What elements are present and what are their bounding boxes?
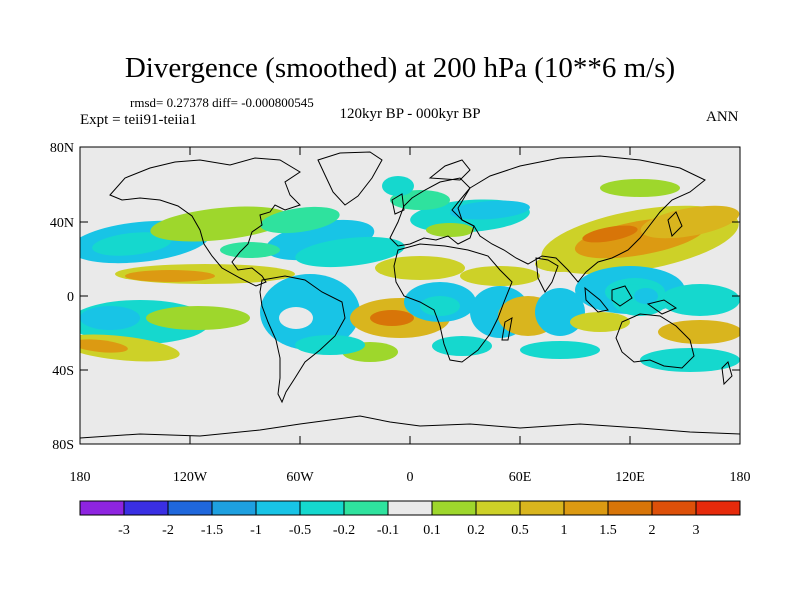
anomaly-region bbox=[370, 310, 414, 326]
anomaly-region bbox=[426, 223, 474, 237]
y-tick-label: 80S bbox=[52, 438, 74, 453]
x-tick-label: 180 bbox=[70, 470, 91, 485]
colorbar-label: -1 bbox=[250, 523, 262, 538]
coast-india bbox=[535, 257, 559, 293]
coast-greenland bbox=[317, 151, 383, 206]
colorbar-swatch bbox=[519, 500, 565, 516]
y-tick-label: 40N bbox=[50, 216, 74, 231]
coast-africa bbox=[393, 243, 513, 363]
anomaly-region bbox=[146, 306, 250, 330]
anomaly-region bbox=[520, 341, 600, 359]
coast-asia bbox=[457, 155, 706, 283]
stats-label: rmsd= 0.27378 diff= -0.000800545 bbox=[130, 95, 314, 110]
colorbar: -3 -2 -1.5 -1 -0.5 -0.2 -0.1 0.1 0.2 0.5 1 1.5 2 3 bbox=[79, 500, 741, 538]
coast-europe bbox=[389, 177, 475, 247]
anomaly-region bbox=[260, 206, 340, 234]
colorbar-label: 0.1 bbox=[423, 523, 441, 538]
coast-australia bbox=[615, 313, 695, 369]
coast-japan bbox=[667, 211, 683, 237]
anomaly-region bbox=[92, 232, 172, 256]
x-tick-label: 60W bbox=[286, 470, 314, 485]
x-tick-label: 0 bbox=[407, 470, 414, 485]
colorbar-label: -0.5 bbox=[289, 523, 311, 538]
colorbar-swatch bbox=[167, 500, 213, 516]
coast-scandinavia bbox=[428, 159, 471, 181]
coast-madagascar bbox=[501, 317, 513, 341]
coast-north-america bbox=[109, 157, 301, 287]
colorbar-swatch bbox=[343, 500, 389, 516]
anomaly-region bbox=[375, 256, 465, 280]
anomaly-region bbox=[220, 242, 280, 258]
coastlines bbox=[80, 151, 740, 439]
colorbar-label: 3 bbox=[693, 523, 700, 538]
coast-new-zealand bbox=[721, 361, 733, 386]
coast-south-america bbox=[259, 275, 346, 404]
anomaly-region bbox=[600, 179, 680, 197]
season-label: ANN bbox=[706, 109, 739, 125]
y-tick-label: 80N bbox=[50, 141, 74, 156]
x-tick-label: 120W bbox=[173, 470, 208, 485]
anomaly-region bbox=[295, 236, 405, 268]
colorbar-swatch bbox=[123, 500, 169, 516]
coast-british-isles bbox=[391, 193, 405, 215]
latitude-axis: 80N 40N 0 40S 80S bbox=[50, 141, 740, 453]
experiment-label: Expt = teii91-teiia1 bbox=[80, 112, 197, 128]
colorbar-label: -2 bbox=[162, 523, 174, 538]
x-tick-label: 60E bbox=[509, 470, 532, 485]
anomaly-region bbox=[460, 266, 540, 286]
colorbar-swatch bbox=[387, 500, 433, 516]
colorbar-swatch bbox=[79, 500, 125, 516]
anomaly-region bbox=[582, 225, 638, 243]
colorbar-swatch bbox=[475, 500, 521, 516]
anomaly-region bbox=[658, 320, 740, 344]
colorbar-label: 1.5 bbox=[599, 523, 617, 538]
anomaly-region bbox=[80, 306, 140, 330]
anomaly-region bbox=[279, 307, 313, 329]
colorbar-swatch bbox=[695, 500, 741, 516]
coast-antarctica bbox=[80, 415, 740, 439]
anomaly-region bbox=[450, 200, 530, 220]
colorbar-label: -3 bbox=[118, 523, 130, 538]
anomaly-region bbox=[660, 284, 740, 316]
anomaly-region bbox=[295, 335, 365, 355]
colorbar-label: 0.2 bbox=[467, 523, 485, 538]
colorbar-swatch bbox=[255, 500, 301, 516]
coast-borneo bbox=[611, 285, 633, 307]
anomaly-region bbox=[432, 336, 492, 356]
coast-sumatra bbox=[584, 286, 609, 313]
plot-title: Divergence (smoothed) at 200 hPa (10**6 … bbox=[124, 52, 676, 84]
colorbar-label: 2 bbox=[649, 523, 656, 538]
anomaly-region bbox=[634, 288, 658, 304]
colorbar-swatch bbox=[431, 500, 477, 516]
y-tick-label: 0 bbox=[67, 290, 74, 305]
colorbar-swatch bbox=[299, 500, 345, 516]
coast-new-guinea bbox=[646, 299, 678, 315]
colorbar-label: 0.5 bbox=[511, 523, 529, 538]
anomaly-region bbox=[420, 296, 460, 316]
colorbar-swatch bbox=[211, 500, 257, 516]
anomaly-region bbox=[80, 339, 128, 353]
longitude-axis: 180 120W 60W 0 60E 120E 180 bbox=[70, 147, 751, 485]
divergence-field bbox=[80, 147, 740, 444]
period-label: 120kyr BP - 000kyr BP bbox=[339, 106, 481, 122]
x-tick-label: 120E bbox=[615, 470, 645, 485]
anomaly-region bbox=[125, 270, 215, 282]
x-tick-label: 180 bbox=[730, 470, 751, 485]
anomaly-region bbox=[570, 312, 630, 332]
colorbar-label: 1 bbox=[561, 523, 568, 538]
colorbar-label: -0.1 bbox=[377, 523, 399, 538]
anomaly-region bbox=[382, 176, 414, 196]
colorbar-swatch bbox=[563, 500, 609, 516]
colorbar-label: -1.5 bbox=[201, 523, 223, 538]
y-tick-label: 40S bbox=[52, 364, 74, 379]
colorbar-swatch bbox=[607, 500, 653, 516]
anomaly-region bbox=[150, 206, 290, 242]
anomaly-region bbox=[640, 205, 740, 239]
colorbar-label: -0.2 bbox=[333, 523, 355, 538]
colorbar-swatch bbox=[651, 500, 697, 516]
